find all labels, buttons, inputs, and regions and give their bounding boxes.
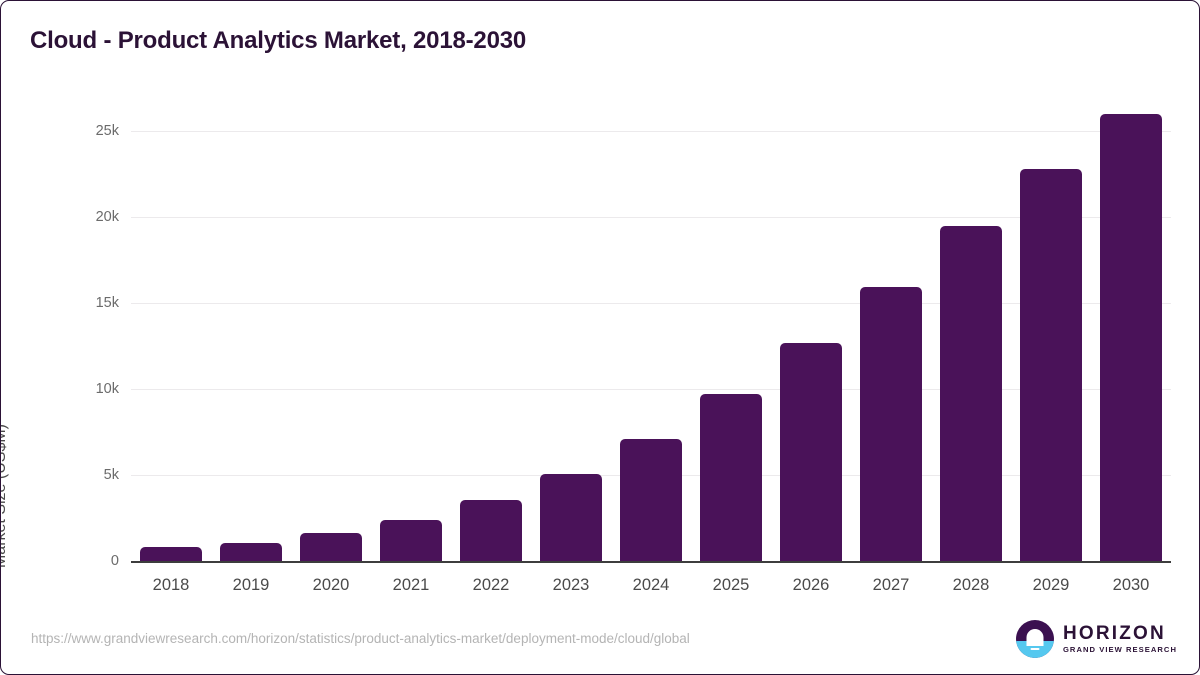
y-axis-tick-label: 5k (103, 467, 119, 483)
bar-2030[interactable] (1100, 113, 1162, 561)
x-axis-tick-label: 2026 (792, 576, 830, 594)
y-axis-tick-label: 0 (110, 553, 119, 569)
logo-line-upper (1027, 644, 1043, 646)
gridline (131, 303, 1171, 304)
logo-text: HORIZON GRAND VIEW RESEARCH (1063, 624, 1177, 654)
horizon-logo: HORIZON GRAND VIEW RESEARCH (1015, 618, 1177, 660)
y-axis-tick-label: 10k (95, 381, 119, 397)
bar-2027[interactable] (860, 286, 922, 561)
bar-2024[interactable] (620, 438, 682, 561)
bar-2018[interactable] (140, 547, 202, 561)
bar-2029[interactable] (1020, 168, 1082, 561)
y-axis-tick-label: 20k (95, 209, 119, 225)
x-axis-line (131, 561, 1171, 563)
bar-2025[interactable] (700, 394, 762, 561)
logo-wordmark: HORIZON (1062, 623, 1166, 645)
x-axis-tick-label: 2021 (392, 576, 430, 594)
x-axis-tick-label: 2019 (232, 576, 270, 594)
logo-dome-shape (1026, 629, 1044, 646)
bar-2026[interactable] (780, 343, 842, 561)
gridline (131, 131, 1171, 132)
y-axis-label: Market Size (US$M) (0, 423, 9, 569)
x-axis-tick-label: 2027 (872, 576, 910, 594)
horizon-circle-icon (1015, 620, 1054, 658)
bar-2019[interactable] (220, 542, 282, 561)
source-url[interactable]: https://www.grandviewresearch.com/horizo… (31, 631, 690, 646)
x-axis-tick-label: 2028 (952, 576, 990, 594)
bar-2028[interactable] (940, 226, 1002, 561)
bar-2021[interactable] (380, 519, 442, 561)
x-axis-tick-label: 2018 (152, 576, 190, 594)
logo-line-lower (1030, 648, 1040, 650)
x-axis-tick-label: 2020 (312, 576, 350, 594)
x-axis-tick-label: 2030 (1112, 576, 1150, 594)
y-axis-tick-label: 25k (95, 123, 119, 139)
bar-2023[interactable] (540, 474, 602, 561)
x-axis-tick-label: 2023 (552, 576, 590, 594)
y-axis-tick-label: 15k (95, 295, 119, 311)
gridline (131, 389, 1171, 390)
bar-2022[interactable] (460, 499, 522, 561)
gridline (131, 217, 1171, 218)
x-axis-tick-label: 2024 (632, 576, 670, 594)
bar-2020[interactable] (300, 533, 362, 561)
x-axis-tick-label: 2022 (472, 576, 510, 594)
page-title: Cloud - Product Analytics Market, 2018-2… (30, 27, 527, 54)
logo-tagline: GRAND VIEW RESEARCH (1062, 645, 1177, 655)
x-axis-tick-label: 2029 (1032, 576, 1070, 594)
x-axis-tick-label: 2025 (712, 576, 750, 594)
